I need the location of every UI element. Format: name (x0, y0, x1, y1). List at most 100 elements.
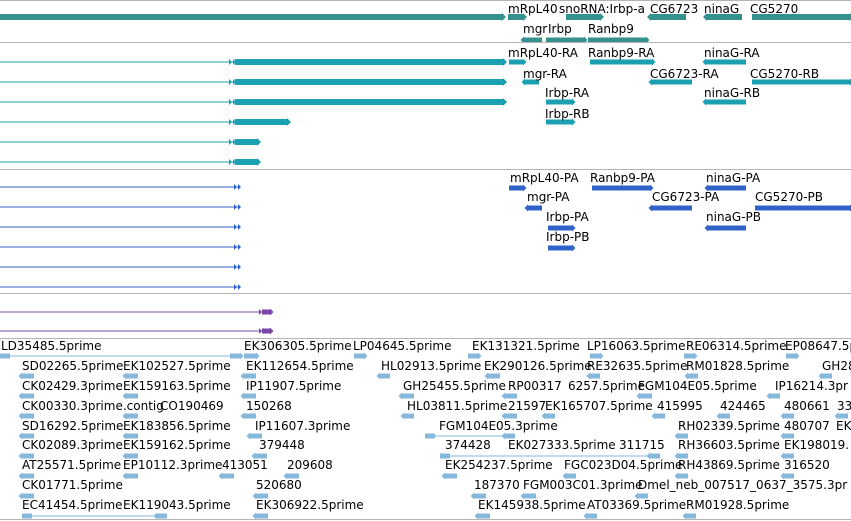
est-block[interactable] (684, 353, 694, 359)
transcript-exon[interactable] (235, 139, 257, 145)
est-label[interactable]: FGM104E05.5prime (638, 379, 757, 393)
est-block[interactable] (22, 513, 32, 519)
protein-block[interactable] (708, 225, 746, 231)
transcript-exon[interactable] (652, 79, 692, 85)
cds-block[interactable] (262, 309, 270, 315)
est-label[interactable]: 374428 (445, 438, 491, 452)
est-label[interactable]: EK027333.5prime (508, 438, 616, 452)
est-block[interactable] (425, 433, 435, 439)
transcript-exon[interactable] (235, 99, 503, 105)
est-label[interactable]: EK (836, 419, 851, 433)
gene-glyph[interactable] (0, 14, 502, 20)
protein-block[interactable] (592, 185, 650, 191)
est-label[interactable]: CK01771.5prime (22, 478, 123, 492)
est-label[interactable]: RE32635.5prime (587, 359, 688, 373)
est-block[interactable] (678, 433, 688, 439)
est-label[interactable]: EK306922.5prime (256, 498, 364, 512)
est-block[interactable] (222, 473, 234, 479)
est-label[interactable]: EK198019. (784, 438, 850, 452)
transcript-exon[interactable] (546, 99, 572, 105)
transcript-exon[interactable] (590, 59, 652, 65)
est-block[interactable] (244, 393, 256, 399)
est-block[interactable] (380, 373, 390, 379)
protein-block[interactable] (528, 205, 542, 211)
est-label[interactable]: EK159163.5prime (123, 379, 231, 393)
protein-label[interactable]: ninaG-PB (706, 210, 761, 224)
est-label[interactable]: IP16214.3pr (775, 379, 848, 393)
est-label[interactable]: 480661 (784, 399, 830, 413)
est-label[interactable]: CK02089.3prime (22, 438, 123, 452)
est-label[interactable]: EK183856.5prime (123, 419, 231, 433)
est-label[interactable]: EK102527.5prime (123, 359, 231, 373)
est-block[interactable] (22, 433, 34, 439)
gene-glyph[interactable] (752, 14, 850, 20)
protein-label[interactable]: CG5270-PB (755, 190, 824, 204)
est-block[interactable] (590, 373, 600, 379)
est-label[interactable]: IP11907.5prime (246, 379, 342, 393)
est-label[interactable]: HL03811.5prime (407, 399, 508, 413)
est-block[interactable] (678, 473, 688, 479)
est-block[interactable] (244, 373, 256, 379)
est-label[interactable]: RH36603.5prime (678, 438, 780, 452)
transcript-exon[interactable] (706, 59, 746, 65)
est-label[interactable]: 6257.5prime (568, 379, 645, 393)
est-label[interactable]: RM01928.5prime (686, 498, 790, 512)
est-label[interactable]: EC41454.5prime (22, 498, 123, 512)
est-block[interactable] (655, 413, 665, 419)
est-block[interactable] (468, 353, 478, 359)
est-block[interactable] (505, 393, 517, 399)
transcript-label[interactable]: Irbp-RA (545, 86, 590, 100)
est-block[interactable] (126, 453, 138, 459)
est-label[interactable]: FGC023D04.5prime (564, 458, 683, 472)
est-label[interactable]: AT25571.5prime (22, 458, 122, 472)
est-block[interactable] (720, 413, 730, 419)
est-label[interactable]: Dmel_neb_007517_0637_3575.3pr (638, 478, 848, 492)
est-block[interactable] (822, 373, 832, 379)
est-label[interactable]: EK119043.5prime (123, 498, 231, 512)
gene-label[interactable]: mRpL40 (508, 2, 558, 16)
est-block[interactable] (22, 453, 34, 459)
est-block[interactable] (22, 393, 34, 399)
est-label[interactable]: RE06314.5prime (686, 339, 787, 353)
gene-label[interactable]: Irbp (548, 22, 572, 36)
est-block[interactable] (126, 373, 138, 379)
est-label[interactable]: SD16292.5prime (22, 419, 124, 433)
est-label[interactable]: CK02429.3prime (22, 379, 123, 393)
est-label[interactable]: EK165707.5prime (545, 399, 653, 413)
est-block[interactable] (566, 473, 576, 479)
est-block[interactable] (126, 473, 138, 479)
gene-label[interactable]: CG6723 (650, 2, 699, 16)
gene-label[interactable]: CG5270 (750, 2, 799, 16)
gene-glyph[interactable] (546, 37, 584, 43)
transcript-exon[interactable] (235, 159, 257, 165)
est-block[interactable] (770, 393, 780, 399)
est-label[interactable]: SD02265.5prime (22, 359, 124, 373)
gene-glyph[interactable] (524, 37, 542, 43)
est-block[interactable] (126, 433, 138, 439)
est-block[interactable] (474, 493, 486, 499)
est-label[interactable]: 316520 (784, 458, 830, 472)
protein-label[interactable]: Ranbp9-PA (590, 171, 655, 185)
est-block[interactable] (838, 413, 848, 419)
transcript-exon[interactable] (235, 79, 503, 85)
est-label[interactable]: 311715 (619, 438, 665, 452)
est-label[interactable]: AT03369.5prime (587, 498, 687, 512)
est-label[interactable]: LP16063.5prime (587, 339, 686, 353)
cds-block[interactable] (262, 328, 270, 334)
est-block[interactable] (255, 453, 267, 459)
gene-glyph[interactable] (588, 37, 646, 43)
est-label[interactable]: EP08647.5p (785, 339, 851, 353)
est-label[interactable]: 379448 (259, 438, 305, 452)
est-label[interactable]: FGM104E05.3prime (439, 419, 558, 433)
est-block[interactable] (22, 373, 34, 379)
est-label[interactable]: HL02913.5prime (381, 359, 482, 373)
transcript-label[interactable]: Irbp-RB (545, 107, 590, 121)
est-label[interactable]: EP10112.3prime (123, 458, 223, 472)
transcript-exon[interactable] (706, 99, 746, 105)
est-block[interactable] (688, 373, 698, 379)
est-block[interactable] (784, 433, 794, 439)
transcript-exon[interactable] (235, 59, 503, 65)
est-block[interactable] (784, 473, 794, 479)
transcript-exon[interactable] (509, 59, 523, 65)
transcript-exon[interactable] (546, 119, 572, 125)
